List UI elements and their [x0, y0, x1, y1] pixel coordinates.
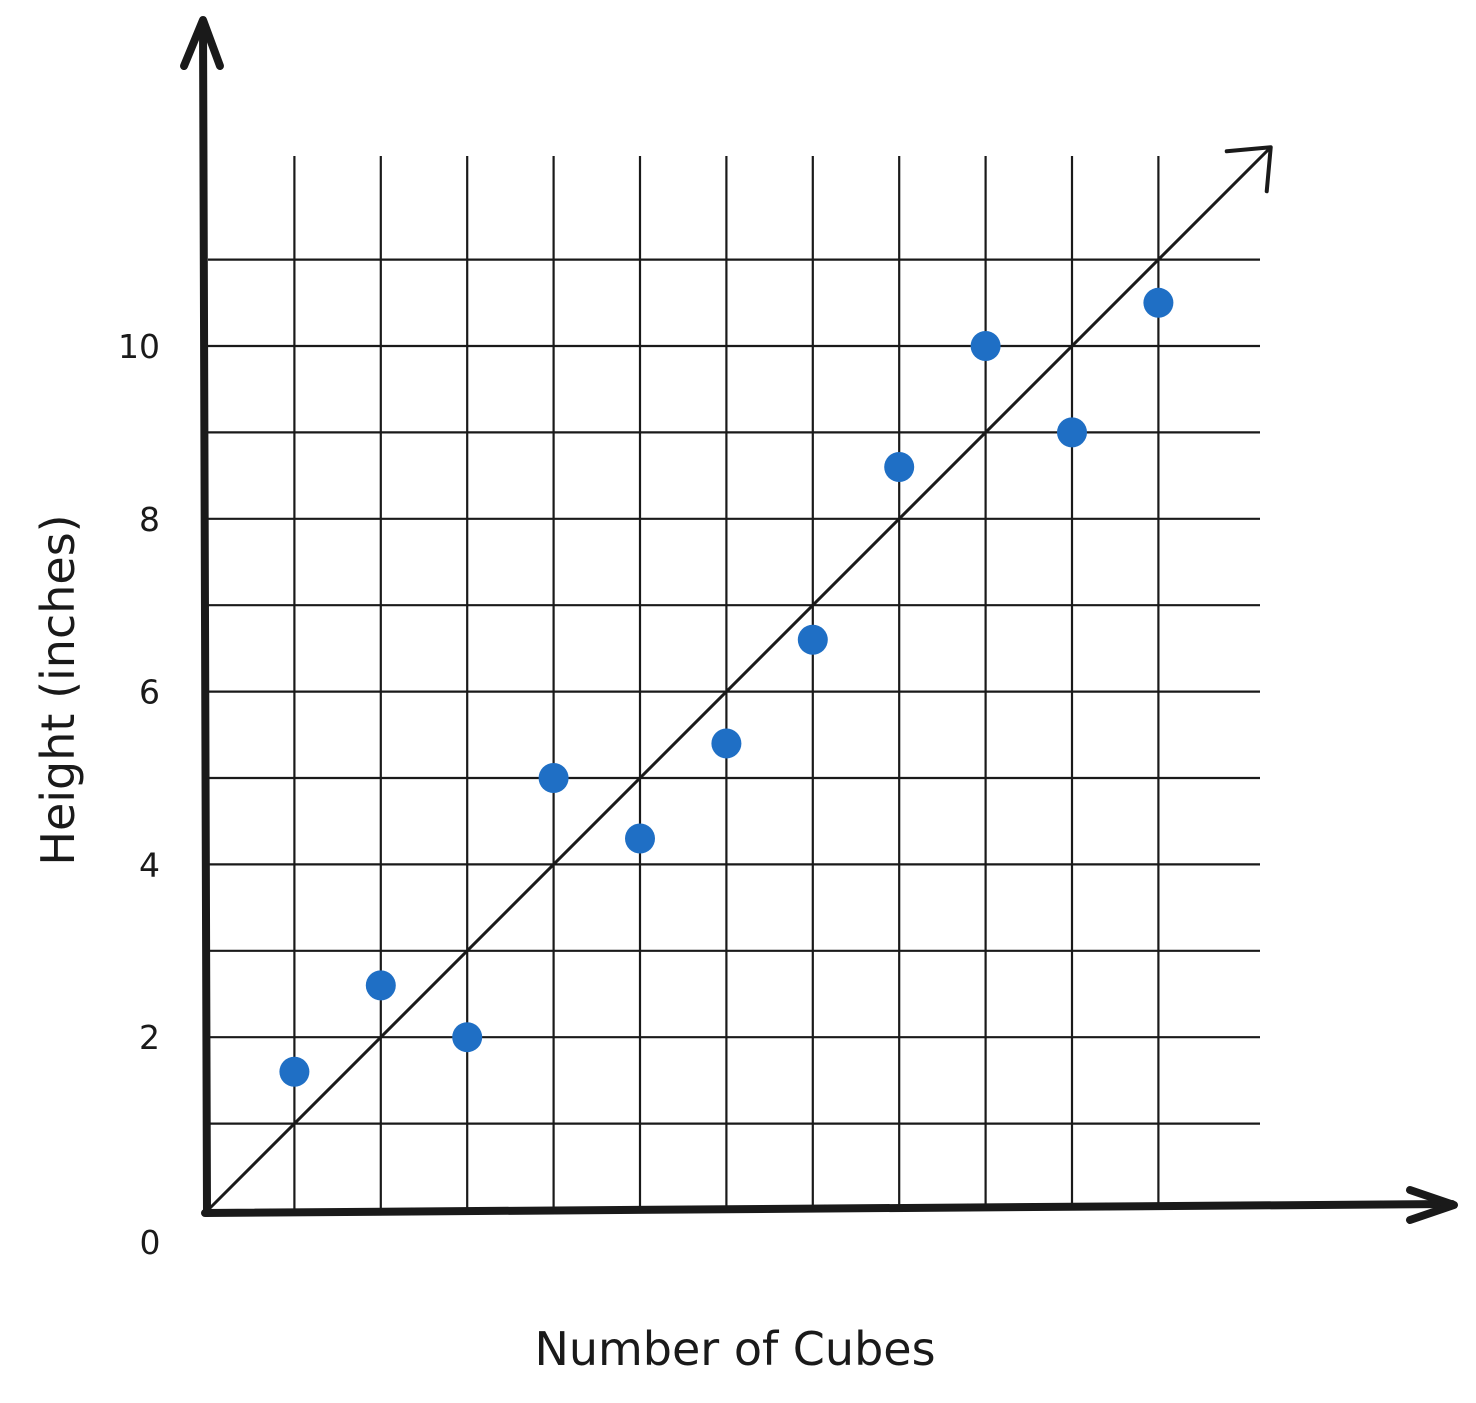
- x-axis-title: Number of Cubes: [534, 1322, 935, 1376]
- y-tick-label: 8: [139, 500, 160, 539]
- y-axis-line: [199, 18, 211, 1217]
- y-axis-title: Height (inches): [31, 514, 85, 865]
- data-point: [1057, 417, 1087, 448]
- data-point: [1143, 287, 1174, 318]
- data-point: [625, 823, 655, 854]
- data-point: [452, 1022, 483, 1053]
- grid-lines: [208, 156, 1260, 1210]
- data-point: [279, 1056, 310, 1087]
- x-axis-arrowhead: [1406, 1186, 1458, 1224]
- axes: [180, 16, 1458, 1224]
- y-tick-label: 2: [139, 1018, 160, 1057]
- data-point: [538, 763, 569, 793]
- y-tick-label: 4: [139, 845, 160, 884]
- data-point: [365, 970, 396, 1001]
- trend-line: [206, 145, 1273, 1212]
- x-axis-line: [201, 1200, 1456, 1217]
- data-point: [797, 624, 828, 655]
- data-point: [711, 728, 742, 759]
- trend-line-group: [206, 145, 1273, 1212]
- origin-label: 0: [140, 1223, 161, 1262]
- data-points: [279, 287, 1174, 1087]
- data-point: [970, 331, 1001, 361]
- y-tick-label: 6: [139, 673, 160, 712]
- y-tick-label: 10: [118, 327, 160, 366]
- tick-labels: 0 2 4 6 8 10: [118, 327, 161, 1262]
- y-axis-arrowhead: [180, 16, 224, 70]
- data-point: [884, 451, 915, 482]
- trend-line-arrowhead: [1224, 145, 1273, 194]
